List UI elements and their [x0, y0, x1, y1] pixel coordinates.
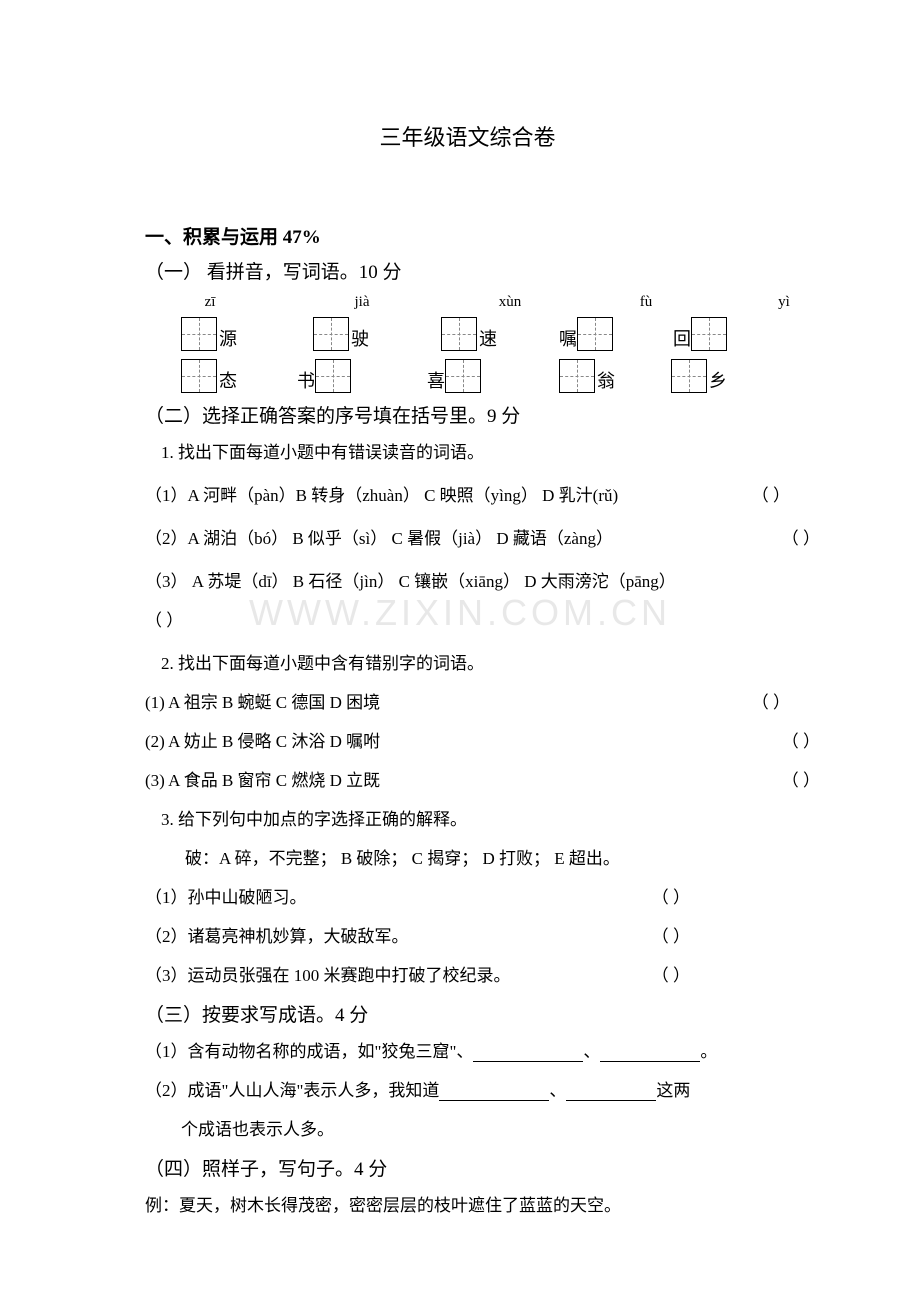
question-1-3: （3） A 苏堤（dī） B 石径（jìn） C 镶嵌（xiāng） D 大雨滂… [145, 567, 790, 592]
question-3-label: 3. 给下列句中加点的字选择正确的解释。 [145, 805, 790, 830]
box-group: 回 [671, 317, 727, 351]
answer-box[interactable] [671, 359, 707, 393]
answer-bracket[interactable]: （ ） [752, 481, 790, 506]
box-group: 态 [181, 359, 237, 393]
char-box-row-1: 源 驶 速 嘱 回 [145, 317, 790, 351]
char-label: 喜 [427, 367, 445, 393]
question-text: (2) A 妨止 B 侵略 C 沐浴 D 嘱咐 [145, 732, 380, 751]
idiom-q2: （2）成语"人山人海"表示人多，我知道 、 这两 [145, 1076, 790, 1101]
pinyin-3: xùn [481, 294, 539, 311]
answer-bracket[interactable]: （ ） [652, 922, 690, 947]
question-1-label: 1. 找出下面每道小题中有错误读音的词语。 [145, 438, 790, 463]
pinyin-5: yì [755, 294, 813, 311]
answer-box[interactable] [577, 317, 613, 351]
question-text: (1) A 祖宗 B 蜿蜓 C 德国 D 困境 [145, 693, 380, 712]
question-1-2: （2）A 湖泊（bó） B 似乎（sì） C 暑假（jià） D 藏语（zàng… [145, 524, 790, 549]
answer-box[interactable] [181, 317, 217, 351]
box-group: 嘱 [557, 317, 613, 351]
question-text: （1）A 河畔（pàn）B 转身（zhuàn） C 映照（yìng） D 乳汁(… [145, 486, 618, 505]
fill-blank[interactable] [473, 1044, 583, 1062]
text-part: 、 [549, 1081, 566, 1100]
answer-bracket[interactable]: （ ） [652, 883, 690, 908]
subsection-1-3: （三）按要求写成语。4 分 [145, 1000, 790, 1027]
char-label: 书 [297, 367, 315, 393]
question-text: （2）诸葛亮神机妙算，大破敌军。 [145, 927, 409, 946]
question-1-1: （1）A 河畔（pàn）B 转身（zhuàn） C 映照（yìng） D 乳汁(… [145, 481, 790, 506]
question-1-3-bracket[interactable]: （ ） [145, 606, 790, 631]
answer-box[interactable] [691, 317, 727, 351]
question-2-label: 2. 找出下面每道小题中含有错别字的词语。 [145, 649, 790, 674]
answer-box[interactable] [315, 359, 351, 393]
box-group: 喜 [425, 359, 481, 393]
answer-bracket[interactable]: （ ） [782, 766, 820, 791]
section-1-heading: 一、积累与运用 47% [145, 222, 790, 249]
pinyin-2: jià [333, 294, 391, 311]
char-label: 态 [219, 367, 237, 393]
fill-blank[interactable] [566, 1083, 656, 1101]
char-label: 回 [673, 325, 691, 351]
text-part: 。 [700, 1042, 717, 1061]
box-group: 驶 [313, 317, 369, 351]
document-content: 三年级语文综合卷 一、积累与运用 47% （一） 看拼音，写词语。10 分 zī… [145, 120, 790, 1216]
answer-bracket[interactable]: （ ） [752, 688, 790, 713]
question-3-def: 破：A 碎，不完整； B 破除； C 揭穿； D 打败； E 超出。 [145, 844, 790, 869]
char-label: 嘱 [559, 325, 577, 351]
question-text: （3） A 苏堤（dī） B 石径（jìn） C 镶嵌（xiāng） D 大雨滂… [145, 572, 676, 591]
answer-bracket[interactable]: （ ） [782, 727, 820, 752]
char-label: 翁 [597, 367, 615, 393]
char-label: 乡 [709, 367, 727, 393]
idiom-q2-cont: 个成语也表示人多。 [145, 1115, 790, 1140]
fill-blank[interactable] [600, 1044, 700, 1062]
answer-bracket[interactable]: （ ） [652, 961, 690, 986]
pinyin-4: fù [617, 294, 675, 311]
box-group: 速 [441, 317, 497, 351]
answer-bracket[interactable]: （ ） [782, 524, 820, 549]
question-text: （3）运动员张强在 100 米赛跑中打破了校纪录。 [145, 966, 511, 985]
char-label: 驶 [351, 325, 369, 351]
char-label: 速 [479, 325, 497, 351]
question-2-3: (3) A 食品 B 窗帘 C 燃烧 D 立既 （ ） [145, 766, 790, 791]
answer-box[interactable] [559, 359, 595, 393]
question-text: （2）A 湖泊（bó） B 似乎（sì） C 暑假（jià） D 藏语（zàng… [145, 529, 613, 548]
box-group: 书 [295, 359, 351, 393]
subsection-1-4: （四）照样子，写句子。4 分 [145, 1154, 790, 1181]
fill-blank[interactable] [439, 1083, 549, 1101]
box-group: 翁 [559, 359, 615, 393]
text-part: 这两 [656, 1081, 690, 1100]
box-group: 乡 [671, 359, 727, 393]
subsection-1-1: （一） 看拼音，写词语。10 分 [145, 257, 790, 284]
char-box-row-2: 态 书 喜 翁 乡 [145, 359, 790, 393]
text-part: （1）含有动物名称的成语，如"狡兔三窟"、 [145, 1042, 473, 1061]
char-label: 源 [219, 325, 237, 351]
question-3-2: （2）诸葛亮神机妙算，大破敌军。 （ ） [145, 922, 790, 947]
pinyin-1: zī [181, 294, 239, 311]
idiom-q1: （1）含有动物名称的成语，如"狡兔三窟"、 、 。 [145, 1037, 790, 1062]
question-3-3: （3）运动员张强在 100 米赛跑中打破了校纪录。 （ ） [145, 961, 790, 986]
answer-box[interactable] [445, 359, 481, 393]
pinyin-row: zī jià xùn fù yì [145, 294, 790, 311]
text-part: 、 [583, 1042, 600, 1061]
answer-box[interactable] [181, 359, 217, 393]
subsection-1-2: （二）选择正确答案的序号填在括号里。9 分 [145, 401, 790, 428]
question-2-1: (1) A 祖宗 B 蜿蜓 C 德国 D 困境 （ ） [145, 688, 790, 713]
answer-box[interactable] [313, 317, 349, 351]
question-text: (3) A 食品 B 窗帘 C 燃烧 D 立既 [145, 771, 380, 790]
page-title: 三年级语文综合卷 [145, 120, 790, 152]
answer-box[interactable] [441, 317, 477, 351]
question-text: （1）孙中山破陋习。 [145, 888, 307, 907]
question-3-1: （1）孙中山破陋习。 （ ） [145, 883, 790, 908]
text-part: （2）成语"人山人海"表示人多，我知道 [145, 1081, 439, 1100]
question-2-2: (2) A 妨止 B 侵略 C 沐浴 D 嘱咐 （ ） [145, 727, 790, 752]
box-group: 源 [181, 317, 237, 351]
example-sentence: 例：夏天，树木长得茂密，密密层层的枝叶遮住了蓝蓝的天空。 [145, 1191, 790, 1216]
